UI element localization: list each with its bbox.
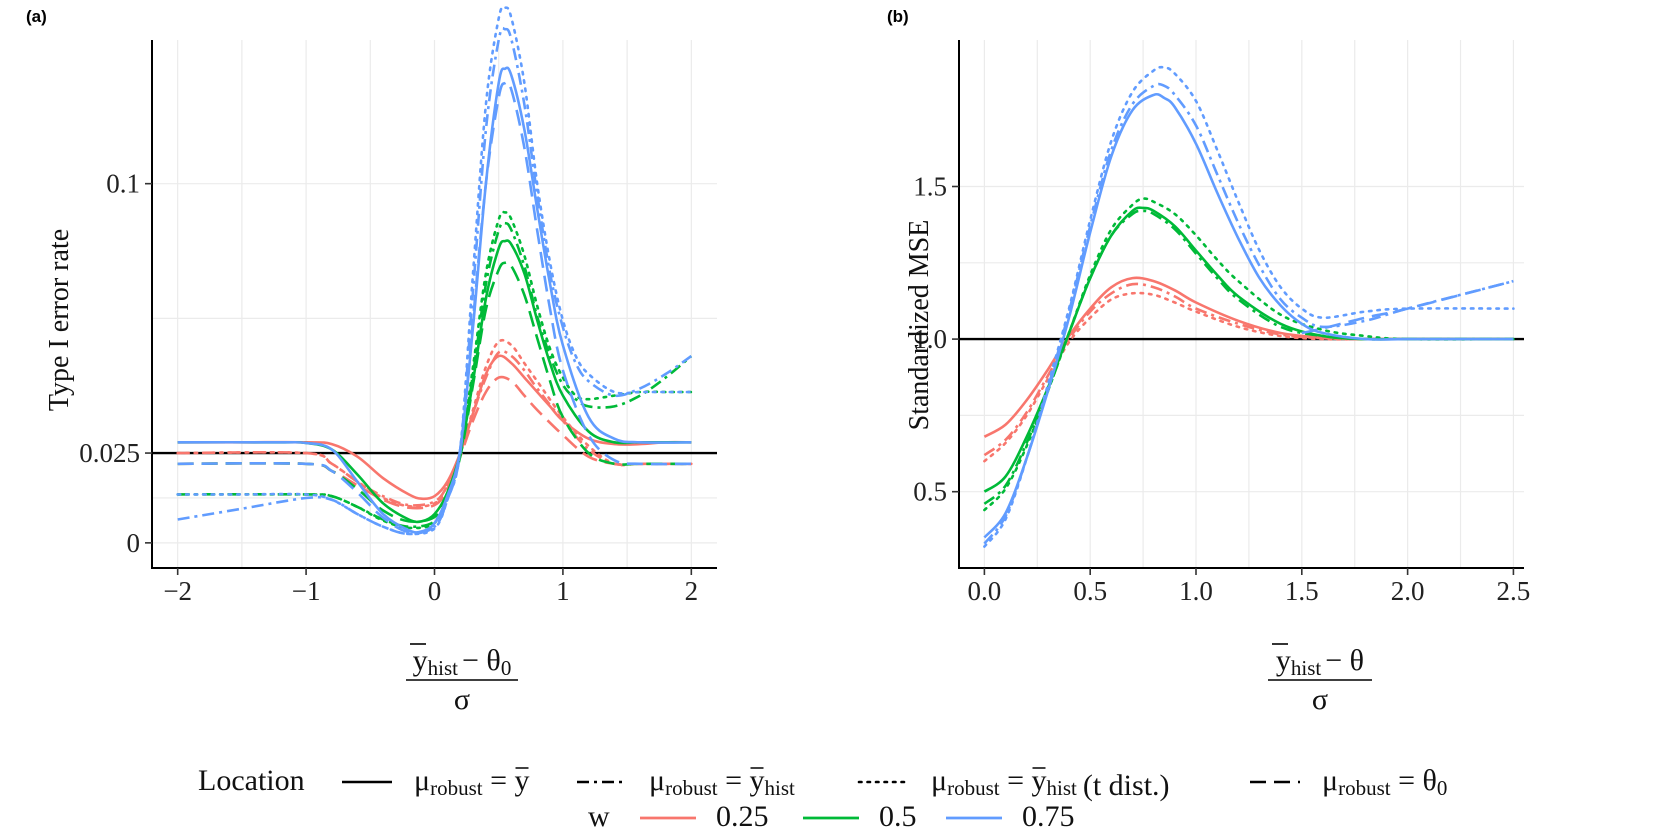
legend-label-yhist_t: μrobust = yhist (t dist.) bbox=[931, 764, 1170, 802]
a-y-tick-label: 0.025 bbox=[79, 438, 140, 468]
legend-label-ybar: μrobust = y bbox=[414, 764, 530, 800]
panel-a-series bbox=[176, 5, 693, 536]
panel-b-y-ticks: 0.5 1.0 1.5 bbox=[913, 171, 959, 507]
a-x-tick-label: −2 bbox=[163, 576, 192, 606]
panel-a-x-axis-label: yhist − θ0 σ bbox=[406, 643, 518, 716]
panel-a-y-ticks: 0 0.025 0.1 bbox=[79, 169, 152, 558]
b-y-tick-label: 0.5 bbox=[913, 477, 947, 507]
legend-w-label: 0.25 bbox=[716, 800, 769, 830]
legend-label-theta0: μrobust = θ0 bbox=[1322, 764, 1447, 800]
legend-label-yhist: μrobust = yhist bbox=[649, 764, 795, 800]
panel-b-x-label-numerator: yhist − θ bbox=[1276, 644, 1364, 680]
series-line-theta0-w075 bbox=[177, 80, 692, 534]
a-x-tick-label: 1 bbox=[556, 576, 570, 606]
b-x-tick-label: 1.0 bbox=[1179, 576, 1213, 606]
a-x-tick-label: 0 bbox=[428, 576, 442, 606]
series-line-ybar-w075 bbox=[983, 92, 1514, 539]
panel-b-x-axis-label: yhist − θ σ bbox=[1268, 643, 1372, 716]
panel-b-x-label-base: y bbox=[1276, 644, 1291, 677]
legend-w-title: w bbox=[588, 800, 610, 830]
panel-a-x-label-sub: hist bbox=[428, 656, 459, 680]
b-x-tick-label: 0.0 bbox=[968, 576, 1002, 606]
panel-b-x-label-denominator: σ bbox=[1312, 683, 1328, 716]
panel-b: (b) 0.0 0.5 1.0 1.5 2.0 2.5 0.5 1.0 1.5 Standar… bbox=[887, 7, 1530, 716]
series-line-yhist_t-w075 bbox=[176, 5, 693, 536]
series-line-yhist_t-w05 bbox=[176, 210, 693, 530]
panel-b-x-label-sub: hist bbox=[1291, 656, 1322, 680]
panel-a-x-label-denominator: σ bbox=[454, 683, 470, 716]
panel-a-grid bbox=[152, 40, 717, 568]
b-y-tick-label: 1.5 bbox=[913, 171, 947, 201]
panel-b-axes bbox=[958, 40, 1524, 569]
b-x-tick-label: 1.5 bbox=[1285, 576, 1319, 606]
series-line-theta0-w025 bbox=[177, 375, 692, 510]
b-x-tick-label: 0.5 bbox=[1073, 576, 1107, 606]
a-y-tick-label: 0.1 bbox=[106, 169, 140, 199]
panel-a-x-label-tail-sub: 0 bbox=[501, 656, 512, 680]
legend-w-items: 0.25 0.5 0.75 bbox=[640, 800, 1075, 830]
series-line-yhist-w05 bbox=[177, 221, 693, 529]
panel-b-x-ticks: 0.0 0.5 1.0 1.5 2.0 2.5 bbox=[968, 568, 1531, 606]
legend-location-items: μrobust = y μrobust = yhist μrobust = yhis… bbox=[342, 764, 1447, 802]
b-y-tick-label: 1.0 bbox=[913, 324, 947, 354]
panel-b-y-axis-label: Standardized MSE bbox=[904, 220, 935, 431]
a-x-tick-label: −1 bbox=[292, 576, 321, 606]
series-line-theta0-w05 bbox=[177, 260, 692, 523]
series-line-yhist-w075 bbox=[177, 26, 693, 536]
panel-a-x-label-numerator: yhist − θ0 bbox=[413, 644, 512, 680]
panel-a-y-axis-label: Type I error rate bbox=[44, 229, 75, 411]
legend-w-label: 0.75 bbox=[1022, 800, 1075, 830]
series-line-theta0-w075 bbox=[1301, 279, 1514, 335]
panel-a-x-label-tail: − θ bbox=[462, 644, 501, 677]
a-y-tick-label: 0 bbox=[127, 528, 141, 558]
b-x-tick-label: 2.5 bbox=[1497, 576, 1531, 606]
legend-location-title: Location bbox=[198, 764, 305, 797]
panel-b-tag: (b) bbox=[887, 7, 909, 26]
panel-a-x-ticks: −2 −1 0 1 2 bbox=[163, 568, 698, 606]
panel-a-x-label-base: y bbox=[413, 644, 428, 677]
legend: Location μrobust = y μrobust = yhist μrobu… bbox=[198, 764, 1447, 830]
b-x-tick-label: 2.0 bbox=[1391, 576, 1425, 606]
legend-w-label: 0.5 bbox=[879, 800, 917, 830]
a-x-tick-label: 2 bbox=[685, 576, 699, 606]
panel-a-tag: (a) bbox=[26, 7, 47, 26]
panel-b-x-label-tail: − θ bbox=[1325, 644, 1364, 677]
panel-b-grid bbox=[959, 40, 1524, 568]
panel-b-series bbox=[983, 65, 1515, 548]
series-line-yhist_t-w075 bbox=[983, 65, 1515, 548]
